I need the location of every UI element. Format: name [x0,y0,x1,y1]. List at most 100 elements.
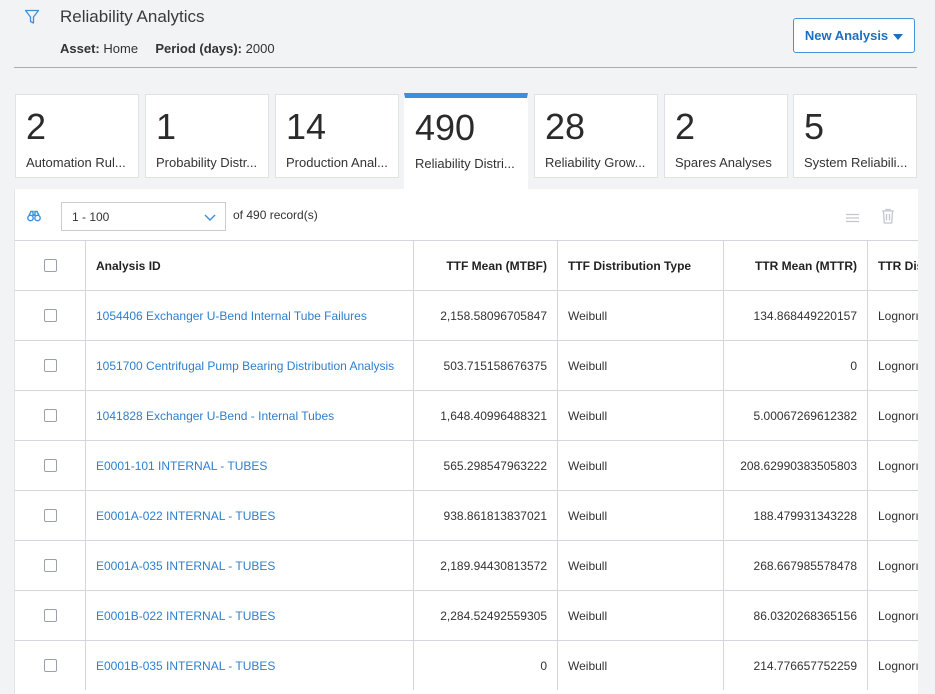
tile-count: 14 [286,106,327,147]
ttr-mean-cell: 268.667985578478 [724,541,868,590]
tile-count: 490 [415,107,476,148]
column-header-ttr-mean[interactable]: TTR Mean (MTTR) [724,241,868,290]
tile-probability-distribution[interactable]: 1 Probability Distr... [145,94,269,178]
ttf-distribution-type-cell: Weibull [558,291,724,340]
tile-label: Automation Rul... [26,155,126,170]
filter-icon[interactable] [24,9,40,25]
page-range-value: 1 - 100 [72,210,110,224]
trash-icon[interactable] [881,208,895,229]
row-checkbox-cell [15,641,86,690]
new-analysis-button[interactable]: New Analysis [793,18,915,53]
tile-spares-analyses[interactable]: 2 Spares Analyses [664,94,788,178]
ttf-distribution-type-cell: Weibull [558,541,724,590]
analysis-link[interactable]: 1051700 Centrifugal Pump Bearing Distrib… [96,358,395,373]
ttf-mean-cell: 0 [414,641,558,690]
analysis-link[interactable]: E0001B-022 INTERNAL - TUBES [96,608,276,623]
ttf-distribution-type-cell: Weibull [558,591,724,640]
tile-system-reliability[interactable]: 5 System Reliabili... [793,94,917,178]
ttr-distribution-type-cell: Lognorı [878,358,918,373]
tile-label: Production Anal... [286,155,388,170]
ttf-mean-cell: 1,648.40996488321 [414,391,558,440]
table-row: E0001B-035 INTERNAL - TUBES 0 Weibull 214.7… [15,640,918,690]
table-row: 1054406 Exchanger U-Bend Internal Tube F… [15,290,918,340]
ttf-distribution-type-cell: Weibull [558,341,724,390]
analysis-link[interactable]: 1054406 Exchanger U-Bend Internal Tube F… [96,308,367,323]
row-checkbox[interactable] [43,309,57,322]
row-checkbox-cell [15,341,86,390]
row-checkbox[interactable] [43,559,57,572]
row-checkbox-cell [15,591,86,640]
table-row: E0001-101 INTERNAL - TUBES 565.2985479632… [15,440,918,490]
analysis-link[interactable]: E0001-101 INTERNAL - TUBES [96,458,268,473]
period-label: Period (days): [155,41,242,56]
page-range-select[interactable]: 1 - 100 [61,202,226,231]
page-title: Reliability Analytics [60,7,205,26]
ttf-mean-cell: 503.715158676375 [414,341,558,390]
ttr-distribution-type-cell: Lognorı [878,658,918,673]
binoculars-icon[interactable] [27,209,41,227]
tile-count: 2 [26,106,47,147]
list-view-icon[interactable] [845,210,860,228]
analysis-id-cell: E0001B-035 INTERNAL - TUBES [86,641,414,690]
ttf-mean-cell: 938.861813837021 [414,491,558,540]
analysis-link[interactable]: 1041828 Exchanger U-Bend - Internal Tube… [96,408,335,423]
table-row: 1041828 Exchanger U-Bend - Internal Tube… [15,390,918,440]
row-checkbox[interactable] [43,509,57,522]
ttr-distribution-type-cell: Lognorı [878,308,918,323]
row-checkbox[interactable] [43,609,57,622]
row-checkbox[interactable] [43,659,57,672]
column-header-ttr-distribution-type[interactable]: TTR Dis [878,258,918,273]
ttr-mean-cell: 214.776657752259 [724,641,868,690]
header-divider [14,67,917,68]
analysis-id-cell: E0001-101 INTERNAL - TUBES [86,441,414,490]
new-analysis-label: New Analysis [804,28,889,43]
tile-automation-rules[interactable]: 2 Automation Rul... [15,94,139,178]
ttr-distribution-type-cell: Lognorı [878,508,918,523]
column-header-ttf-distribution-type[interactable]: TTF Distribution Type [558,241,724,290]
asset-label: Asset: [60,41,100,56]
row-checkbox[interactable] [43,459,57,472]
ttr-mean-cell: 208.62990383505803 [724,441,868,490]
analysis-link[interactable]: E0001B-035 INTERNAL - TUBES [96,658,276,673]
tile-count: 28 [545,106,586,147]
ttr-distribution-type-cell: Lognorı [878,458,918,473]
row-checkbox-cell [15,491,86,540]
tile-label: System Reliabili... [804,155,908,170]
table-header-row: Analysis ID TTF Mean (MTBF) TTF Distribu… [15,240,918,290]
ttf-mean-cell: 2,189.94430813572 [414,541,558,590]
ttf-distribution-type-cell: Weibull [558,641,724,690]
ttr-distribution-type-cell: Lognorı [878,608,918,623]
row-checkbox[interactable] [43,409,57,422]
record-count: of 490 record(s) [233,208,318,222]
row-checkbox-cell [15,441,86,490]
tile-label: Reliability Grow... [545,155,646,170]
ttf-mean-cell: 565.298547963222 [414,441,558,490]
asset-value: Home [103,41,139,56]
analysis-id-cell: E0001A-035 INTERNAL - TUBES [86,541,414,590]
tile-reliability-growth[interactable]: 28 Reliability Grow... [534,94,658,178]
row-checkbox[interactable] [43,359,57,372]
tile-label: Probability Distr... [156,155,258,170]
ttr-distribution-type-cell: Lognorı [878,408,918,423]
ttr-mean-cell: 5.00067269612382 [724,391,868,440]
tile-count: 1 [156,106,177,147]
analysis-id-cell: 1041828 Exchanger U-Bend - Internal Tube… [86,391,414,440]
analysis-tiles: 2 Automation Rul... 1 Probability Distr.… [0,93,935,189]
analysis-id-cell: 1054406 Exchanger U-Bend Internal Tube F… [86,291,414,340]
header-checkbox-cell [15,241,86,290]
ttf-mean-cell: 2,158.58096705847 [414,291,558,340]
caret-down-icon [893,33,904,40]
tile-label: Reliability Distri... [415,156,515,171]
select-all-checkbox[interactable] [43,259,57,272]
analysis-link[interactable]: E0001A-035 INTERNAL - TUBES [96,558,276,573]
context-line: Asset: Home Period (days): 2000 [60,41,275,56]
table-row: 1051700 Centrifugal Pump Bearing Distrib… [15,340,918,390]
analysis-link[interactable]: E0001A-022 INTERNAL - TUBES [96,508,276,523]
table-row: E0001A-022 INTERNAL - TUBES 938.861813837… [15,490,918,540]
column-header-ttf-mean[interactable]: TTF Mean (MTBF) [414,241,558,290]
tile-production-analysis[interactable]: 14 Production Anal... [275,94,399,178]
column-header-analysis-id[interactable]: Analysis ID [86,241,414,290]
tile-reliability-distribution[interactable]: 490 Reliability Distri... [404,93,528,189]
row-checkbox-cell [15,291,86,340]
tile-count: 5 [804,106,825,147]
